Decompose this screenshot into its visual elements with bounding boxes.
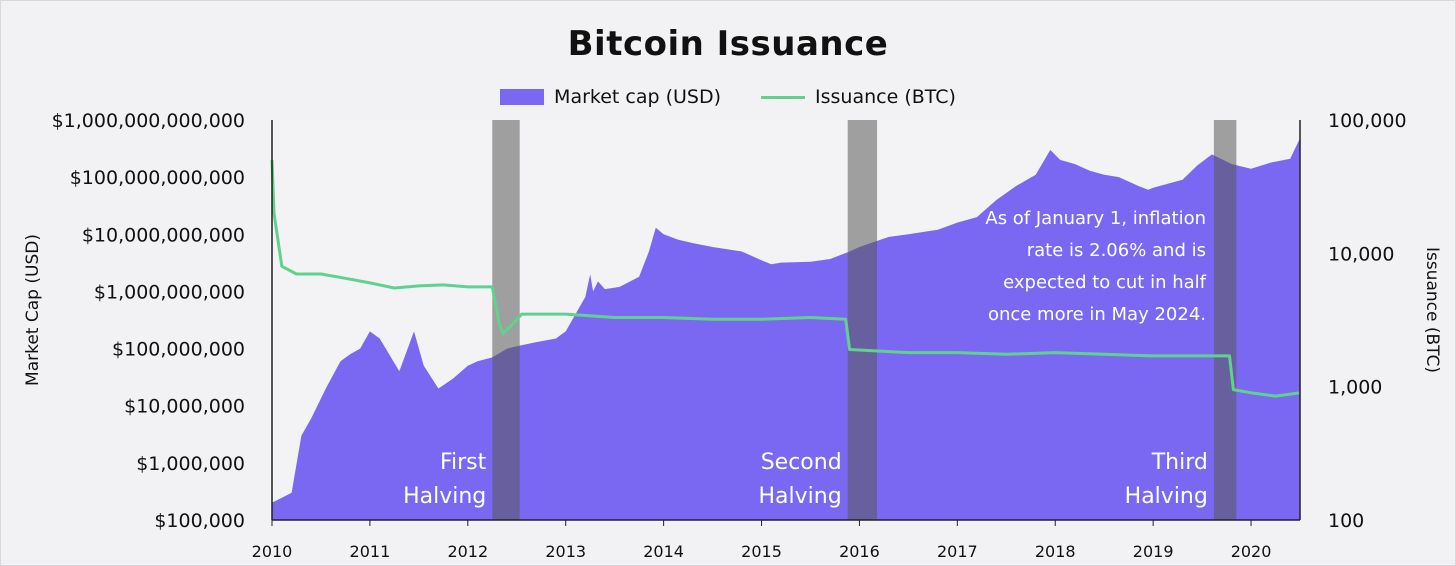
y-tick-label-left: $10,000,000 [124,396,245,418]
x-tick-label: 2015 [741,542,782,561]
x-tick-label: 2018 [1035,542,1076,561]
x-tick-label: 2019 [1133,542,1174,561]
y-tick-label-right: 100,000 [1328,110,1407,132]
inflation-annotation-line: once more in May 2024. [988,304,1206,325]
chart-legend: Market cap (USD) Issuance (BTC) [0,86,1456,108]
x-tick-label: 2011 [350,542,391,561]
inflation-annotation-line: rate is 2.06% and is [1027,240,1206,261]
y-tick-label-right: 100 [1328,510,1364,532]
halving-band-2 [847,120,878,520]
chart-title: Bitcoin Issuance [567,24,889,64]
x-tick-label: 2017 [937,542,978,561]
x-tick-label: 2012 [447,542,488,561]
legend-label-market-cap: Market cap (USD) [554,86,722,108]
halving-label-3: Third [1151,450,1208,475]
x-tick-label: 2020 [1231,542,1272,561]
x-tick-label: 2014 [643,542,684,561]
legend-swatch-issuance [761,95,806,99]
issuance-line [270,160,1301,398]
x-tick-label: 2010 [252,542,293,561]
halving-label-1: Halving [403,484,486,509]
y-tick-label-left: $1,000,000,000 [94,281,245,303]
legend-item-issuance: Issuance (BTC) [761,86,956,108]
y-tick-label-left: $10,000,000,000 [82,224,245,246]
halving-label-1: First [440,450,487,475]
halving-band-3 [1213,120,1237,520]
halving-label-2: Second [761,450,842,475]
halving-label-2: Halving [758,484,841,509]
y-tick-label-left: $100,000 [154,510,245,532]
legend-item-market-cap: Market cap (USD) [500,86,721,108]
y-tick-label-right: 1,000 [1328,377,1382,399]
y-tick-label-left: $1,000,000,000,000 [52,110,245,132]
x-tick-label: 2013 [545,542,586,561]
y-tick-label-left: $1,000,000 [136,453,245,475]
y-tick-label-right: 10,000 [1328,243,1394,265]
halving-label-3: Halving [1125,484,1208,509]
legend-swatch-market-cap [500,89,545,105]
y-tick-label-left: $100,000,000,000 [70,167,245,189]
market-cap-area [272,138,1300,520]
x-tick-label: 2016 [839,542,880,561]
y-tick-label-left: $100,000,000 [112,339,245,361]
legend-label-issuance: Issuance (BTC) [815,86,956,108]
inflation-annotation-line: expected to cut in half [1003,272,1207,293]
inflation-annotation-line: As of January 1, inflation [985,208,1206,229]
